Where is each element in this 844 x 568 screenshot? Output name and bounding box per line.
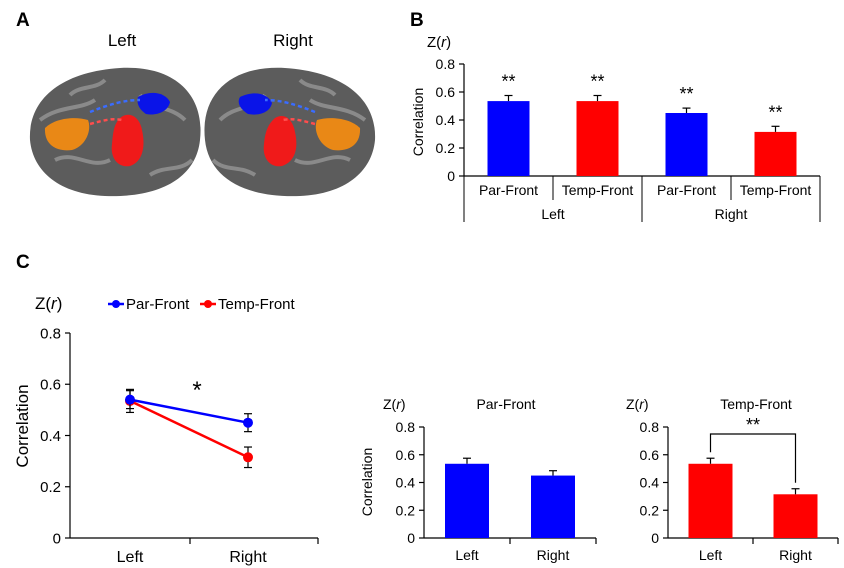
chart-b-significance: ** <box>679 84 693 104</box>
chart-c-line-y-tick-label: 0.2 <box>40 479 61 496</box>
chart-c-temp-front-x-tick-label: Left <box>699 547 722 563</box>
chart-c-temp-front: Z(r) Temp-Front 0 0.2 0.4 0.6 0.8 Left Right ** <box>626 396 839 563</box>
chart-b-category-label: Temp-Front <box>740 182 812 198</box>
left-par-front-path <box>89 98 141 114</box>
panel-label-c: C <box>16 252 30 273</box>
brain-right-label: Right <box>273 31 313 50</box>
brain-panel: Left Right <box>29 31 376 197</box>
chart-c-par-front-y-tick-label: 0.4 <box>396 475 416 491</box>
chart-c-line-ylabel: Correlation <box>13 384 32 467</box>
chart-c-par-front-y-tick-label: 0.8 <box>396 419 416 435</box>
chart-c-temp-front-bar <box>688 463 733 538</box>
chart-c-line-significance: * <box>192 377 201 404</box>
chart-c-temp-front-bar <box>773 494 818 538</box>
chart-c-line-x-tick-label: Right <box>229 549 267 566</box>
chart-c-par-front-unit-label: Z(r) <box>383 396 406 412</box>
chart-c-line-y-tick-label: 0.4 <box>40 428 61 445</box>
chart-b-significance: ** <box>590 72 604 92</box>
chart-b-group-label: Left <box>541 206 564 222</box>
chart-c-line-point <box>243 417 253 428</box>
chart-c-line: Z(r) Correlation 0 0.2 0.4 0.6 0.8 Left Right Par… <box>13 294 319 566</box>
chart-c-par-front-bar <box>531 475 575 538</box>
panel-label-a: A <box>16 10 30 31</box>
chart-b-y-tick-label: 0.4 <box>436 112 456 128</box>
chart-c-line-y-tick-label: 0 <box>53 530 61 547</box>
chart-b-bar <box>754 131 797 176</box>
chart-c-temp-front-y-tick-label: 0.8 <box>640 419 660 435</box>
chart-c-par-front-title: Par-Front <box>476 396 535 412</box>
chart-c-temp-front-x-tick-label: Right <box>779 547 812 563</box>
chart-c-temp-front-y-tick-label: 0.2 <box>640 502 660 518</box>
chart-c-line-y-tick-label: 0.8 <box>40 325 61 342</box>
chart-c-line-legend-marker <box>112 300 120 308</box>
chart-c-line-point <box>243 452 253 463</box>
chart-b-y-tick-label: 0 <box>447 168 455 184</box>
right-par-front-path <box>264 98 316 114</box>
left-hemisphere <box>29 67 201 197</box>
chart-b-significance: ** <box>768 102 782 122</box>
chart-c-line-series-line <box>129 399 249 459</box>
chart-c-temp-front-y-tick-label: 0 <box>651 530 659 546</box>
chart-c-line-legend-label: Par-Front <box>126 296 190 313</box>
chart-b-significance: ** <box>501 72 515 92</box>
chart-c-temp-front-unit-label: Z(r) <box>626 396 649 412</box>
left-temporal-region <box>111 114 144 167</box>
chart-b-y-tick-label: 0.6 <box>436 84 456 100</box>
right-hemisphere <box>204 67 376 197</box>
panel-label-b: B <box>410 10 424 31</box>
left-frontal-region <box>44 118 90 151</box>
right-frontal-region <box>315 118 361 151</box>
left-temp-front-path <box>89 117 123 126</box>
chart-c-par-front-ylabel: Correlation <box>359 448 375 516</box>
chart-c-par-front-x-tick-label: Left <box>455 547 478 563</box>
chart-c-par-front: Z(r) Par-Front Correlation 0 0.2 0.4 0.6 0.8 Lef… <box>359 396 597 563</box>
right-temp-front-path <box>282 117 316 126</box>
right-parietal-region <box>238 93 272 115</box>
chart-c-par-front-y-tick-label: 0.2 <box>396 502 416 518</box>
chart-b-bar <box>487 101 530 176</box>
chart-b-unit-label: Z(r) <box>427 34 451 51</box>
left-parietal-region <box>137 92 170 115</box>
chart-c-par-front-y-tick-label: 0.6 <box>396 447 416 463</box>
chart-b-ylabel: Correlation <box>410 88 426 156</box>
chart-c-temp-front-y-tick-label: 0.4 <box>640 475 660 491</box>
chart-c-line-series-line <box>129 398 249 424</box>
chart-b-category-label: Temp-Front <box>562 182 634 198</box>
brain-left-label: Left <box>108 31 137 50</box>
chart-c-line-point <box>125 394 135 405</box>
right-temporal-region <box>263 115 297 167</box>
chart-b-category-label: Par-Front <box>657 182 716 198</box>
chart-b: Z(r) Correlation 0 0.2 0.4 0.6 0.8 ** Par-Front *… <box>410 34 821 222</box>
chart-b-bar <box>576 101 619 176</box>
chart-c-temp-front-y-tick-label: 0.6 <box>640 447 660 463</box>
chart-c-temp-front-title: Temp-Front <box>720 396 792 412</box>
chart-b-y-tick-label: 0.2 <box>436 140 456 156</box>
chart-b-bar <box>665 113 708 176</box>
chart-c-par-front-y-tick-label: 0 <box>407 530 415 546</box>
chart-c-line-legend-label: Temp-Front <box>218 296 296 313</box>
chart-b-category-label: Par-Front <box>479 182 538 198</box>
chart-c-temp-front-significance: ** <box>746 415 760 435</box>
chart-c-par-front-bar <box>445 463 489 538</box>
chart-c-line-legend-marker <box>204 300 212 308</box>
chart-c-temp-front-significance-bracket <box>709 433 797 483</box>
chart-c-line-x-tick-label: Left <box>117 549 144 566</box>
chart-c-line-y-tick-label: 0.6 <box>40 377 61 394</box>
chart-b-y-tick-label: 0.8 <box>436 56 456 72</box>
chart-c-line-unit-label: Z(r) <box>35 294 62 313</box>
chart-b-group-label: Right <box>715 206 748 222</box>
chart-c-par-front-x-tick-label: Right <box>537 547 570 563</box>
